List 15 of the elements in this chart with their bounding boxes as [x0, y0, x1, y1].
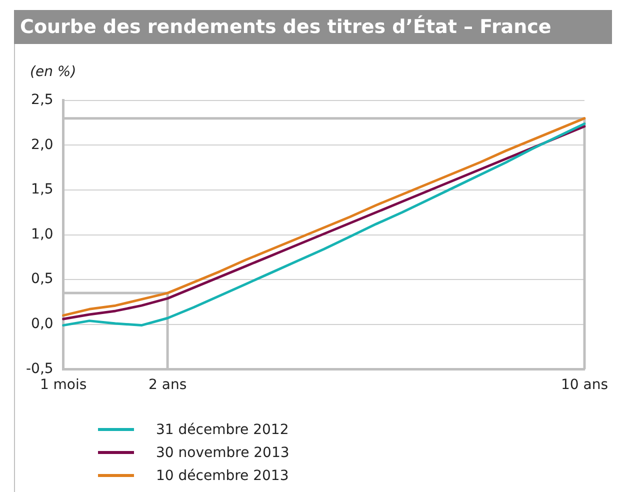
legend-label: 30 novembre 2013 — [156, 444, 290, 460]
y-tick-label: 2,0 — [31, 136, 54, 153]
y-tick-label: 0,0 — [31, 316, 54, 332]
x-tick-label: 10 ans — [560, 377, 608, 394]
chart-title: Courbe des rendements des titres d’État – France — [14, 10, 612, 44]
y-tick-label: 1,5 — [31, 182, 54, 198]
y-tick-label: 1,0 — [31, 226, 54, 242]
x-tick-label: 2 ans — [148, 377, 187, 394]
y-tick-label: -0,5 — [26, 360, 54, 377]
y-tick-label: 0,5 — [31, 271, 54, 288]
legend-label: 31 décembre 2012 — [156, 422, 289, 438]
y-tick-label: 2,5 — [31, 92, 54, 108]
legend-label: 10 décembre 2013 — [156, 468, 289, 484]
x-tick-label: 1 mois — [40, 377, 87, 394]
y-axis-title: (en %) — [30, 64, 76, 80]
